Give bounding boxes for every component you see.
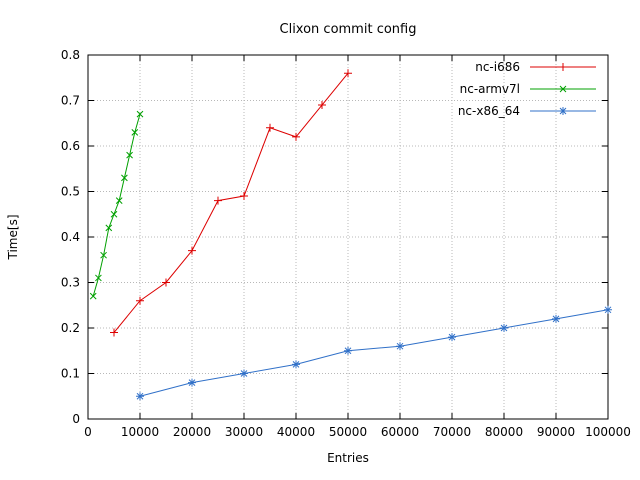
x-tick-label: 10000 [121, 425, 159, 439]
data-point-marker [266, 123, 274, 132]
y-tick-label: 0.2 [61, 321, 80, 335]
data-point-marker [115, 197, 123, 204]
series-line-nc-x86_64 [139, 309, 609, 397]
data-point-marker [559, 107, 567, 115]
legend: nc-i686 nc-armv7l nc-x86_64 [458, 60, 596, 118]
y-tick-label: 0.1 [61, 367, 80, 381]
y-axis-label: Time[s] [6, 215, 20, 261]
data-point-marker [292, 132, 300, 141]
data-point-marker [318, 101, 326, 110]
data-point-marker [552, 314, 560, 323]
data-point-marker [110, 210, 118, 218]
y-tick-label: 0.4 [61, 230, 80, 244]
data-point-marker [292, 360, 300, 369]
data-point-marker [559, 63, 567, 71]
data-point-marker [136, 296, 144, 305]
chart-title: Clixon commit config [280, 22, 417, 37]
y-tick-label: 0 [72, 412, 80, 426]
data-point-marker [188, 246, 196, 255]
data-point-marker [214, 196, 222, 205]
data-point-marker [448, 333, 456, 342]
series-line-nc-i686 [113, 72, 349, 333]
data-point-marker [162, 278, 170, 287]
x-tick-label: 90000 [537, 425, 575, 439]
x-tick-label: 30000 [225, 425, 263, 439]
x-tick-label: 70000 [433, 425, 471, 439]
data-point-marker [396, 342, 404, 351]
x-tick-label: 80000 [485, 425, 523, 439]
y-tick-label: 0.3 [61, 276, 80, 290]
plot-border [87, 54, 609, 420]
data-point-marker [121, 174, 128, 182]
data-point-marker [131, 128, 139, 136]
x-tick-label: 50000 [329, 425, 367, 439]
data-point-marker [136, 392, 144, 401]
data-point-marker [240, 369, 248, 378]
data-point-marker [136, 110, 144, 118]
data-point-marker [344, 346, 352, 355]
x-tick-label: 40000 [277, 425, 315, 439]
data-point-marker [126, 151, 133, 159]
x-tick-label: 0 [84, 425, 92, 439]
legend-label-nc-armv7l: nc-armv7l [460, 82, 520, 96]
data-point-marker [240, 192, 248, 201]
series-line-nc-armv7l [92, 114, 141, 297]
x-axis-label: Entries [327, 451, 369, 465]
legend-label-nc-x86_64: nc-x86_64 [458, 104, 520, 118]
data-point-marker [344, 69, 352, 78]
data-point-marker [105, 224, 113, 232]
data-point-marker [500, 324, 508, 332]
data-point-marker [100, 251, 107, 259]
data-point-marker [604, 305, 612, 314]
data-point-marker [559, 85, 567, 93]
grid-lines [87, 54, 609, 420]
x-tick-label: 60000 [381, 425, 419, 439]
tick-labels: 0 10000 20000 30000 40000 50000 60000 70000 8000… [61, 48, 631, 439]
data-point-marker [89, 292, 97, 300]
x-tick-label: 100000 [585, 425, 631, 439]
y-tick-label: 0.7 [61, 94, 80, 108]
series-lines [89, 69, 612, 401]
legend-label-nc-i686: nc-i686 [475, 60, 520, 74]
x-tick-label: 20000 [173, 425, 211, 439]
data-point-marker [110, 328, 118, 337]
data-point-marker [188, 378, 196, 387]
y-tick-label: 0.8 [61, 48, 80, 62]
data-point-marker [95, 274, 102, 282]
y-tick-label: 0.6 [61, 139, 80, 153]
y-tick-label: 0.5 [61, 185, 80, 199]
